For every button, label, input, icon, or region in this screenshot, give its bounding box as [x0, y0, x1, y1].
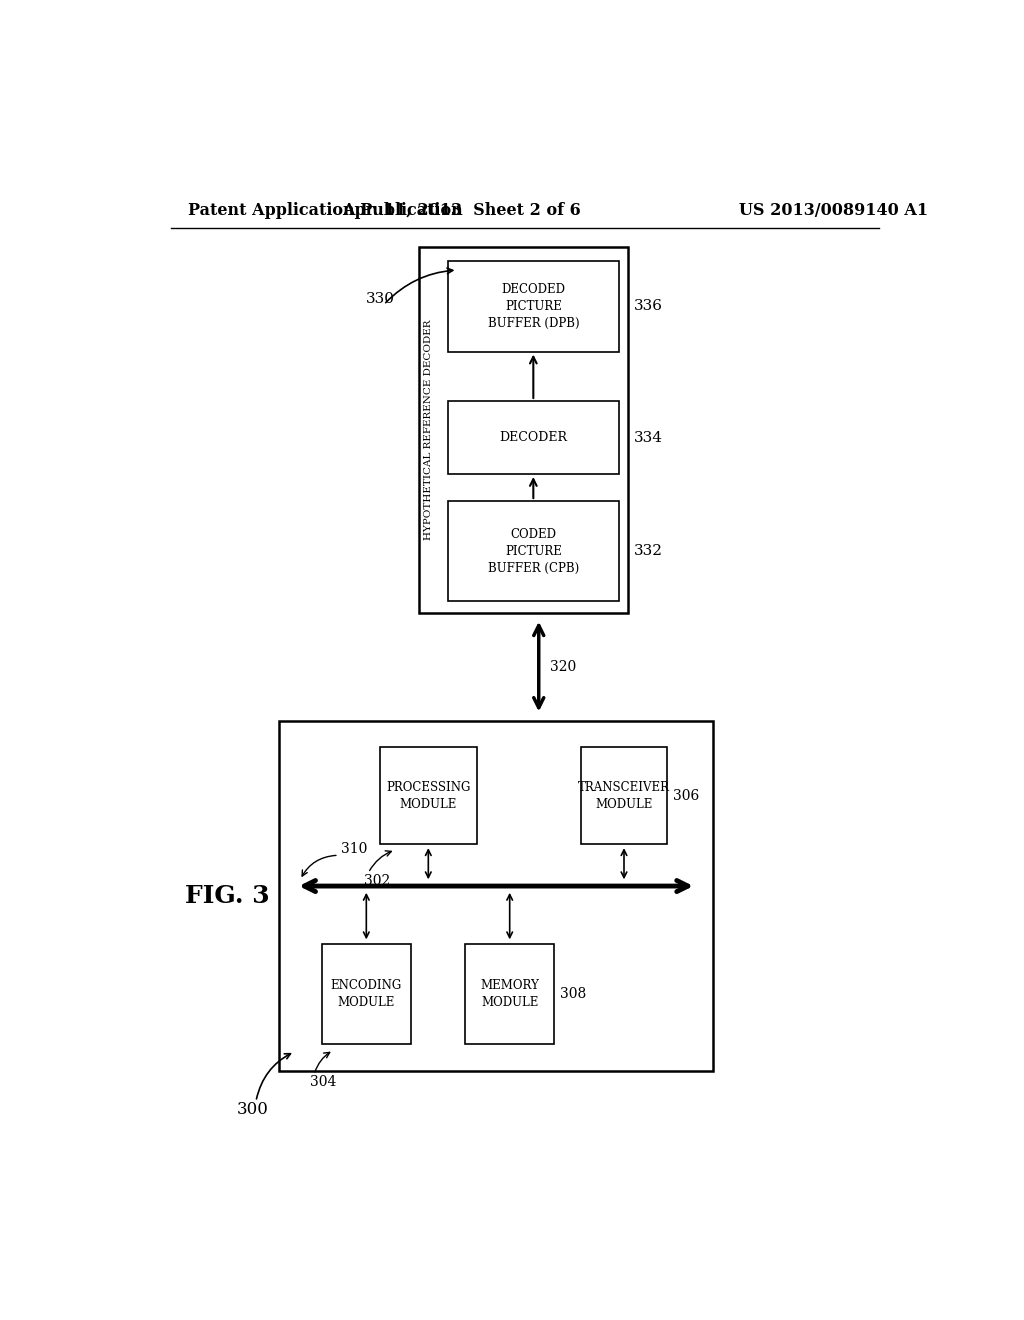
Bar — [280, 721, 713, 1071]
Text: Patent Application Publication: Patent Application Publication — [188, 202, 463, 219]
Text: HYPOTHETICAL REFERENCE DECODER: HYPOTHETICAL REFERENCE DECODER — [424, 319, 433, 540]
Text: 332: 332 — [634, 544, 664, 558]
Text: PROCESSING
MODULE: PROCESSING MODULE — [386, 780, 470, 810]
Text: ENCODING
MODULE: ENCODING MODULE — [331, 979, 402, 1008]
Text: 330: 330 — [366, 292, 395, 306]
Text: 304: 304 — [310, 1076, 337, 1089]
Text: FIG. 3: FIG. 3 — [185, 883, 269, 908]
Text: 320: 320 — [550, 660, 575, 673]
Text: 310: 310 — [341, 842, 368, 857]
Bar — [419, 247, 628, 612]
Text: 306: 306 — [673, 788, 699, 803]
Bar — [449, 401, 618, 474]
Text: DECODER: DECODER — [500, 432, 567, 444]
Text: 334: 334 — [634, 430, 664, 445]
Text: TRANSCEIVER
MODULE: TRANSCEIVER MODULE — [578, 780, 670, 810]
Text: 302: 302 — [365, 874, 390, 887]
Bar — [449, 502, 618, 601]
Text: Apr. 11, 2013  Sheet 2 of 6: Apr. 11, 2013 Sheet 2 of 6 — [342, 202, 581, 219]
Bar — [380, 747, 477, 843]
Text: MEMORY
MODULE: MEMORY MODULE — [480, 979, 539, 1008]
Bar — [582, 747, 667, 843]
Text: 300: 300 — [237, 1101, 268, 1118]
Text: 336: 336 — [634, 300, 664, 313]
Text: CODED
PICTURE
BUFFER (CPB): CODED PICTURE BUFFER (CPB) — [487, 528, 579, 574]
Text: US 2013/0089140 A1: US 2013/0089140 A1 — [738, 202, 928, 219]
Bar — [465, 944, 554, 1044]
Text: 308: 308 — [560, 987, 587, 1001]
Text: DECODED
PICTURE
BUFFER (DPB): DECODED PICTURE BUFFER (DPB) — [487, 282, 580, 330]
Bar — [449, 261, 618, 351]
Bar — [322, 944, 411, 1044]
